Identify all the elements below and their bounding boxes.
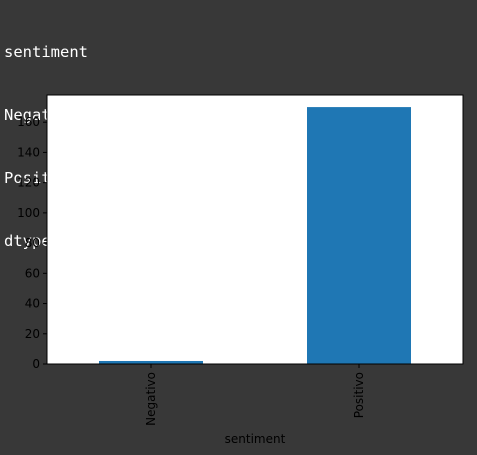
bar-negativo — [99, 360, 203, 364]
x-axis: Negativo Positivo — [144, 364, 366, 426]
y-tick-label: 0 — [32, 357, 40, 371]
output-line-header: sentiment — [4, 43, 88, 61]
y-tick-label: 120 — [17, 176, 40, 190]
y-tick-label: 100 — [17, 206, 40, 220]
plot-frame-border — [46, 94, 464, 365]
y-tick-label: 40 — [25, 297, 40, 311]
y-tick-label: 80 — [25, 236, 40, 250]
bar-positivo — [307, 107, 411, 364]
x-axis-label: sentiment — [225, 432, 286, 446]
y-axis: 0 20 40 60 80 100 120 140 160 — [17, 115, 47, 371]
y-tick-label: 60 — [25, 266, 40, 280]
x-tick-label-positivo: Positivo — [352, 372, 366, 418]
y-tick-label: 160 — [17, 115, 40, 129]
x-tick-label-negativo: Negativo — [144, 372, 158, 426]
y-tick-label: 140 — [17, 145, 40, 159]
y-tick-label: 20 — [25, 327, 40, 341]
bars-group — [99, 107, 411, 364]
